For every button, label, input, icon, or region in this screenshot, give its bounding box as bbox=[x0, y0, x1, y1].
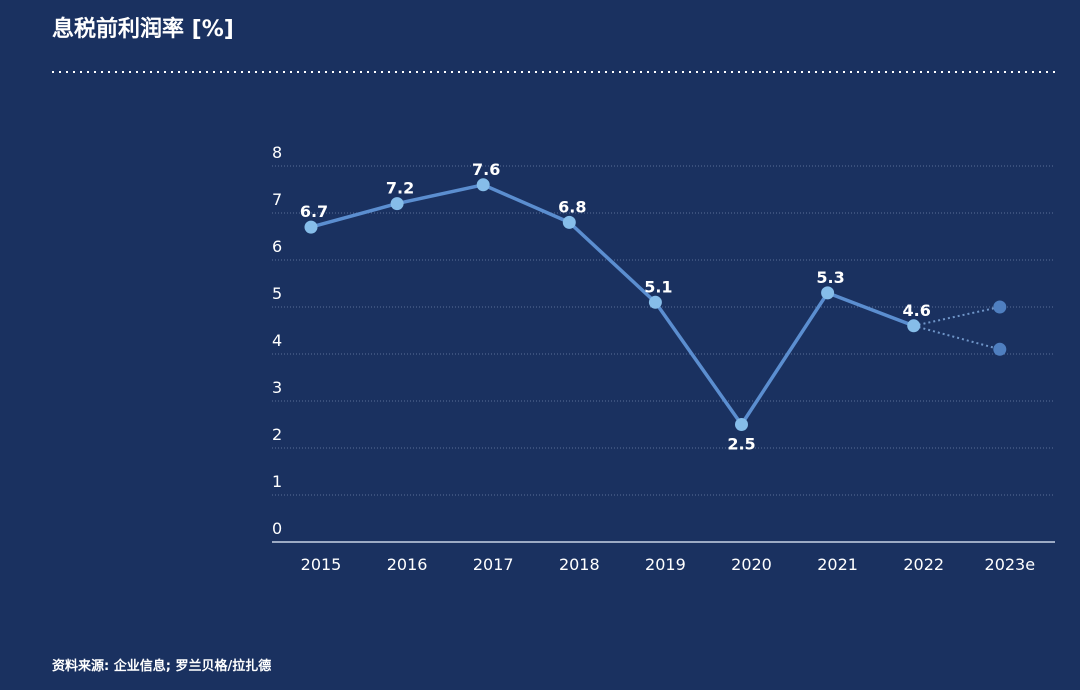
data-point bbox=[390, 197, 404, 211]
x-tick-label: 2021 bbox=[817, 555, 858, 574]
data-point bbox=[993, 342, 1007, 356]
data-point bbox=[648, 295, 662, 309]
source-note: 资料来源: 企业信息; 罗兰贝格/拉扎德 bbox=[52, 658, 271, 674]
data-point bbox=[907, 319, 921, 333]
data-point bbox=[304, 220, 318, 234]
data-label: 6.8 bbox=[558, 197, 586, 216]
data-label: 7.6 bbox=[472, 160, 500, 179]
y-tick-label: 6 bbox=[272, 237, 282, 256]
y-tick-label: 7 bbox=[272, 190, 282, 209]
data-label: 5.1 bbox=[644, 277, 672, 296]
x-tick-label: 2020 bbox=[731, 555, 772, 574]
data-point bbox=[993, 300, 1007, 314]
x-tick-label: 2016 bbox=[387, 555, 428, 574]
data-point bbox=[476, 178, 490, 192]
data-label: 4.6 bbox=[903, 301, 931, 320]
x-tick-label: 2017 bbox=[473, 555, 514, 574]
y-tick-label: 3 bbox=[272, 378, 282, 397]
data-point bbox=[821, 286, 835, 300]
y-tick-label: 5 bbox=[272, 284, 282, 303]
x-tick-label: 2015 bbox=[301, 555, 342, 574]
data-label: 6.7 bbox=[300, 202, 328, 221]
series-line bbox=[310, 183, 915, 427]
data-point bbox=[735, 418, 748, 431]
y-tick-label: 8 bbox=[272, 143, 282, 162]
x-tick-label: 2018 bbox=[559, 555, 600, 574]
x-tick-label: 2022 bbox=[903, 555, 944, 574]
data-point bbox=[562, 215, 576, 229]
y-tick-label: 0 bbox=[272, 519, 282, 538]
x-tick-label: 2019 bbox=[645, 555, 686, 574]
x-tick-label: 2023e bbox=[985, 555, 1036, 574]
data-label: 7.2 bbox=[386, 179, 414, 198]
data-label: 5.3 bbox=[816, 268, 844, 287]
y-tick-label: 4 bbox=[272, 331, 282, 350]
y-tick-label: 1 bbox=[272, 472, 282, 491]
y-tick-label: 2 bbox=[272, 425, 282, 444]
chart-title: 息税前利润率 [%] bbox=[52, 16, 234, 42]
data-label: 2.5 bbox=[727, 435, 755, 454]
